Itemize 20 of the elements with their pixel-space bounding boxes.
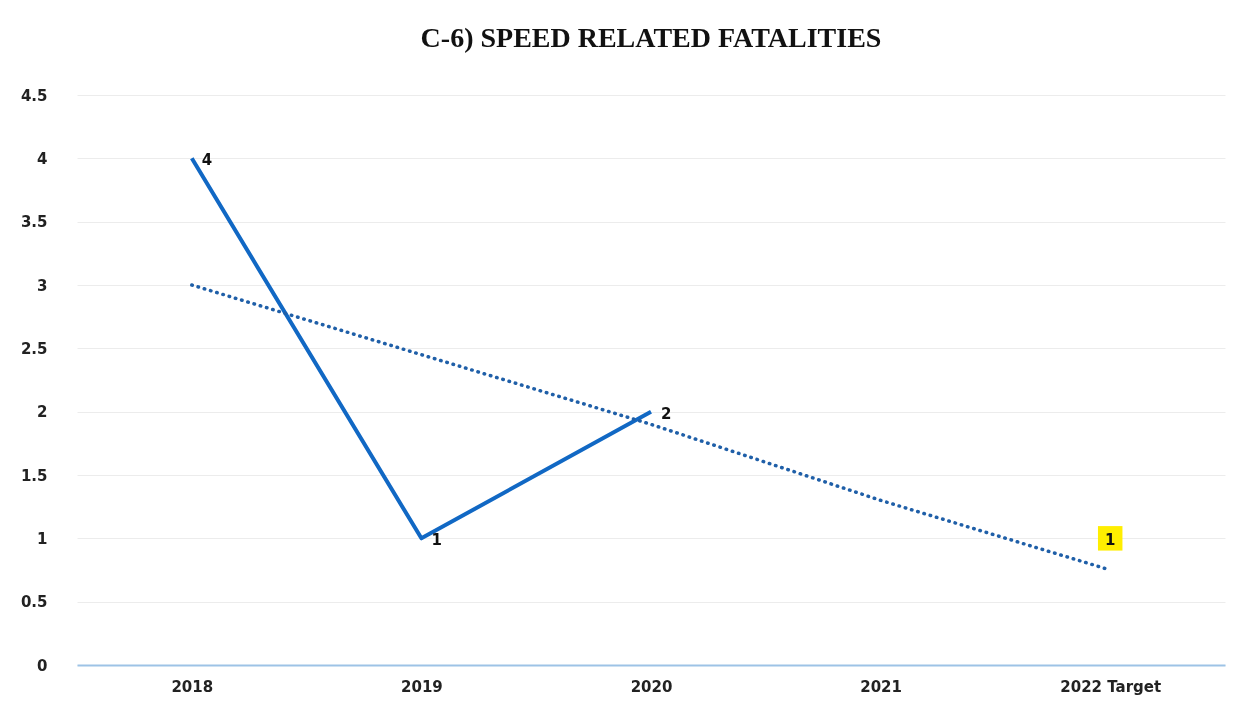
x-tick-label: 2021	[860, 677, 902, 696]
x-tick-label: 2020	[630, 677, 673, 696]
y-tick-label: 1.5	[20, 466, 48, 485]
chart-title: C-6) SPEED RELATED FATALITIES	[420, 22, 882, 53]
data-label: 1	[1104, 531, 1116, 550]
y-tick-label: 4.5	[20, 86, 48, 105]
data-label: 4	[201, 151, 213, 170]
y-tick-label: 4	[37, 149, 48, 168]
data-label: 2	[661, 404, 672, 423]
y-tick-label: 3	[37, 276, 48, 295]
x-tick-label: 2019	[401, 677, 443, 696]
y-tick-label: 2	[37, 403, 48, 422]
data-label: 1	[431, 531, 442, 550]
x-tick-label: 2022 Target	[1060, 677, 1162, 696]
y-tick-label: 2.5	[20, 339, 48, 358]
y-tick-label: 1	[37, 529, 48, 548]
y-tick-label: 3.5	[20, 213, 48, 232]
y-tick-label: 0	[37, 656, 48, 675]
y-tick-label: 0.5	[20, 593, 48, 612]
x-tick-label: 2018	[171, 677, 214, 696]
